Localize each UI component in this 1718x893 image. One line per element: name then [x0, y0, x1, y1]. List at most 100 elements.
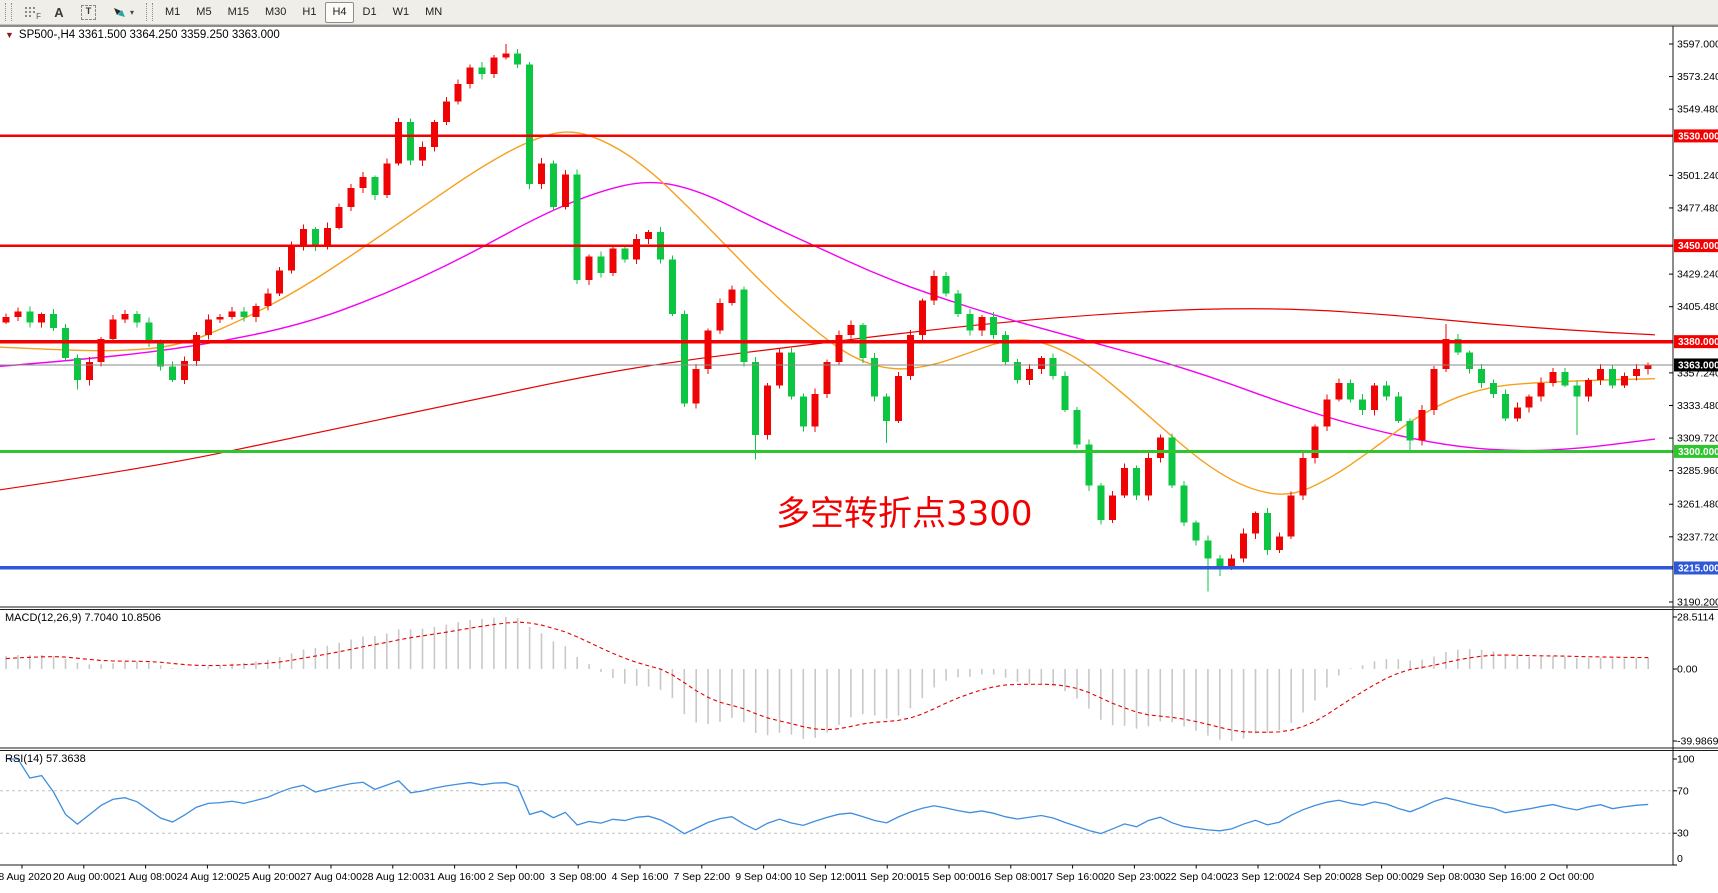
- macd-indicator-label: MACD(12,26,9) 7.7040 10.8506: [5, 612, 161, 624]
- candle-body: [1549, 371, 1557, 383]
- candle-body: [895, 375, 902, 422]
- price-axis-label: 3261.480: [1677, 499, 1718, 511]
- candle-body: [633, 238, 641, 260]
- candle-body: [966, 314, 974, 331]
- candle-body: [1644, 364, 1652, 370]
- price-flag-label: 3300.000: [1678, 447, 1718, 458]
- timeframe-m5-button[interactable]: M5: [189, 2, 218, 23]
- candle-body: [454, 83, 462, 102]
- candle-body: [716, 303, 724, 331]
- time-axis-label: 17 Sep 16:00: [1041, 871, 1104, 883]
- time-axis-label: 22 Sep 04:00: [1165, 871, 1228, 883]
- timeframe-m15-button[interactable]: M15: [221, 2, 256, 23]
- ma-mid-line: [0, 181, 1656, 452]
- candle-body: [1490, 382, 1497, 394]
- symbol-dropdown-icon[interactable]: ▼: [5, 30, 14, 40]
- candle-body: [1240, 533, 1248, 559]
- grid-snap-tool-button[interactable]: F: [17, 2, 44, 23]
- candle-body: [38, 314, 46, 323]
- time-axis-label: 28 Sep 00:00: [1350, 871, 1413, 883]
- candle-body: [1501, 393, 1509, 419]
- time-axis-label: 24 Aug 12:00: [176, 871, 238, 883]
- timeframe-m1-button[interactable]: M1: [158, 2, 187, 23]
- time-axis-label: 24 Sep 20:00: [1289, 871, 1352, 883]
- candle-body: [1323, 399, 1331, 427]
- timeframe-h1-button[interactable]: H1: [295, 2, 323, 23]
- price-flag: [1674, 358, 1718, 372]
- price-flag-label: 3450.000: [1678, 241, 1718, 252]
- candle-body: [1121, 467, 1129, 496]
- rsi-panel: 100 70 30 0: [0, 754, 1695, 866]
- time-axis-label: 2 Sep 00:00: [488, 871, 545, 883]
- candle-body: [157, 341, 165, 367]
- candle-body: [728, 289, 736, 304]
- dot-grid-icon: [25, 6, 35, 17]
- candle-body: [1620, 375, 1628, 386]
- candle-body: [204, 319, 212, 335]
- candle-body: [371, 177, 379, 195]
- chart-title[interactable]: ▼ SP500-,H4 3361.500 3364.250 3359.250 33…: [5, 29, 280, 41]
- candle-body: [585, 256, 593, 280]
- candle-body: [1406, 421, 1414, 441]
- timeframe-d1-button[interactable]: D1: [356, 2, 384, 23]
- time-axis-label: 16 Sep 08:00: [980, 871, 1043, 883]
- candle-body: [97, 338, 105, 363]
- candle-body: [1299, 458, 1307, 496]
- candle-body: [442, 101, 450, 123]
- price-axis-label: 3573.240: [1677, 71, 1718, 83]
- arrows-tool-button[interactable]: ▾: [105, 2, 141, 23]
- candle-body: [883, 396, 891, 422]
- candle-body: [216, 316, 224, 320]
- candle-body: [823, 362, 831, 394]
- price-flag: [1674, 129, 1718, 143]
- candle-body: [14, 311, 22, 317]
- candle-body: [1049, 358, 1057, 376]
- candle-body: [240, 311, 248, 317]
- candle-body: [764, 385, 772, 435]
- candle-body: [1597, 369, 1605, 381]
- candle-body: [502, 53, 510, 58]
- candle-body: [1156, 437, 1164, 459]
- timeframe-w1-button[interactable]: W1: [386, 2, 417, 23]
- rsi-axis-label: 0: [1677, 853, 1683, 865]
- chart-canvas[interactable]: 3597.000 3573.240 3549.480 3501.240 3477.480…: [0, 25, 1718, 893]
- rsi-axis-label: 70: [1677, 785, 1689, 797]
- candle-body: [906, 334, 914, 376]
- time-axis-label: 7 Sep 22:00: [673, 871, 730, 883]
- text-tool-button[interactable]: A: [46, 2, 72, 23]
- candle-body: [1252, 513, 1259, 534]
- candle-body: [73, 358, 81, 381]
- price-axis-label: 3190.200: [1677, 597, 1718, 609]
- candle-body: [1382, 385, 1390, 397]
- timeframe-mn-button[interactable]: MN: [418, 2, 449, 23]
- time-axis-label: 20 Sep 23:00: [1103, 871, 1166, 883]
- candle-body: [930, 275, 938, 301]
- candle-body: [145, 322, 153, 342]
- candle-body: [276, 270, 284, 294]
- candle-body: [359, 177, 367, 189]
- candle-body: [835, 334, 843, 363]
- candle-body: [490, 57, 498, 75]
- candle-body: [978, 316, 986, 331]
- timeframe-h4-button[interactable]: H4: [325, 1, 354, 23]
- price-axis[interactable]: 3597.000 3573.240 3549.480 3501.240 3477.480…: [1669, 39, 1718, 609]
- candle-body: [1561, 371, 1569, 386]
- timeframe-m30-button[interactable]: M30: [258, 2, 293, 23]
- time-axis-label: 23 Sep 12:00: [1227, 871, 1290, 883]
- time-axis-label: 4 Sep 16:00: [612, 871, 669, 883]
- candle-body: [26, 311, 34, 323]
- text-tool-icon: A: [54, 4, 64, 20]
- toolbar-drag-handle[interactable]: [5, 3, 12, 21]
- candle-body: [1359, 399, 1367, 411]
- chart-annotation-text[interactable]: 多空转折点3300: [776, 494, 1033, 534]
- price-flag: [1674, 335, 1718, 349]
- toolbar-drag-handle[interactable]: [146, 3, 154, 21]
- moving-averages: [0, 131, 1656, 495]
- rsi-axis-label: 100: [1677, 754, 1695, 766]
- time-axis-label: 25 Aug 20:00: [238, 871, 300, 883]
- candle-body: [1228, 558, 1236, 568]
- candle-body: [990, 316, 998, 335]
- text-label-tool-button[interactable]: T: [74, 2, 103, 23]
- ma-slow-line: [0, 308, 1656, 491]
